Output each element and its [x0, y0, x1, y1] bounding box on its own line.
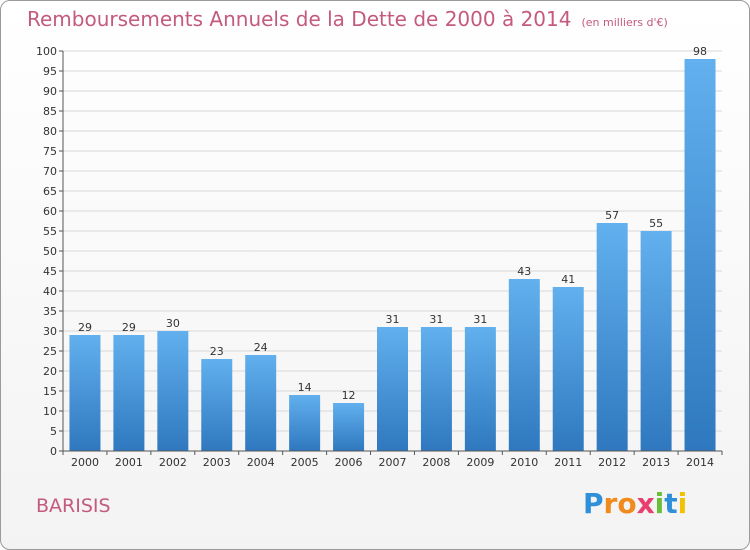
x-tick-label: 2000: [71, 456, 99, 469]
bar: [113, 335, 145, 451]
bar: [69, 335, 101, 451]
logo-letter: o: [617, 487, 637, 520]
x-tick-label: 2003: [203, 456, 231, 469]
bar: [333, 403, 365, 451]
y-tick-label: 55: [43, 225, 57, 238]
x-tick-label: 2008: [422, 456, 450, 469]
logo-letter: t: [664, 487, 678, 520]
y-tick-label: 0: [50, 445, 57, 458]
x-tick-label: 2014: [686, 456, 714, 469]
chart-title-text: Remboursements Annuels de la Dette de 20…: [27, 7, 572, 31]
y-tick-label: 65: [43, 185, 57, 198]
bar-value-label: 31: [386, 313, 400, 326]
bar: [684, 59, 716, 451]
y-tick-label: 10: [43, 405, 57, 418]
bar-value-label: 55: [649, 217, 663, 230]
logo-letter: P: [583, 487, 604, 520]
bar-value-label: 23: [210, 345, 224, 358]
x-tick-label: 2002: [159, 456, 187, 469]
y-tick-label: 35: [43, 305, 57, 318]
y-tick-label: 15: [43, 385, 57, 398]
y-tick-label: 25: [43, 345, 57, 358]
bar: [596, 223, 628, 451]
y-tick-label: 90: [43, 85, 57, 98]
y-tick-label: 70: [43, 165, 57, 178]
logo-letter: i: [677, 487, 688, 520]
x-axis: 2000 2001 2002 2003 2004 2005 2006 2007 2008 2009…: [62, 450, 723, 469]
x-tick-label: 2004: [247, 456, 275, 469]
bar: [157, 331, 189, 451]
y-tick-label: 95: [43, 65, 57, 78]
bar: [464, 327, 496, 451]
chart-title: Remboursements Annuels de la Dette de 20…: [27, 7, 668, 31]
logo-letter: x: [636, 487, 655, 520]
y-tick-label: 100: [36, 45, 57, 58]
bar: [245, 355, 277, 451]
bar: [377, 327, 408, 451]
bar-value-label: 98: [693, 45, 707, 58]
y-tick-label: 80: [43, 125, 57, 138]
bar: [640, 231, 672, 451]
logo-letter: i: [654, 487, 665, 520]
x-tick-label: 2012: [598, 456, 626, 469]
x-tick-label: 2001: [115, 456, 143, 469]
bar-value-label: 29: [78, 321, 92, 334]
bar-value-label: 24: [254, 341, 268, 354]
y-tick-label: 20: [43, 365, 57, 378]
x-tick-label: 2006: [335, 456, 363, 469]
y-tick-label: 5: [50, 425, 57, 438]
bar-value-label: 43: [517, 265, 531, 278]
x-tick-label: 2005: [291, 456, 319, 469]
bar: [289, 395, 321, 451]
x-tick-label: 2010: [510, 456, 538, 469]
bar-value-label: 41: [561, 273, 575, 286]
bars: 29 29 30 23 24 14 12 31 31 31 43 41 57 55 98: [69, 45, 716, 451]
logo-letter: r: [603, 487, 618, 520]
y-tick-label: 75: [43, 145, 57, 158]
y-axis: 0 5 10 15 20 25 30 35 40 45 50 55 60 65 70 75 80 85 90 95 10…: [36, 45, 64, 458]
bar: [552, 287, 584, 451]
bar-value-label: 31: [473, 313, 487, 326]
proxiti-logo: Proxiti: [583, 487, 687, 520]
bar-value-label: 29: [122, 321, 136, 334]
y-tick-label: 40: [43, 285, 57, 298]
y-tick-label: 45: [43, 265, 57, 278]
bar-value-label: 30: [166, 317, 180, 330]
bar-value-label: 14: [298, 381, 312, 394]
y-tick-label: 85: [43, 105, 57, 118]
y-tick-label: 50: [43, 245, 57, 258]
bar-value-label: 31: [429, 313, 443, 326]
commune-name: BARISIS: [36, 495, 111, 517]
x-tick-label: 2013: [642, 456, 670, 469]
bar: [508, 279, 540, 451]
x-tick-label: 2007: [379, 456, 407, 469]
x-tick-label: 2011: [554, 456, 582, 469]
unit-note: (en milliers d'€): [581, 16, 668, 29]
bar: [420, 327, 452, 451]
bar-value-label: 12: [342, 389, 356, 402]
y-tick-label: 60: [43, 205, 57, 218]
y-tick-label: 30: [43, 325, 57, 338]
bar: [201, 359, 233, 451]
bar-value-label: 57: [605, 209, 619, 222]
x-tick-label: 2009: [466, 456, 494, 469]
